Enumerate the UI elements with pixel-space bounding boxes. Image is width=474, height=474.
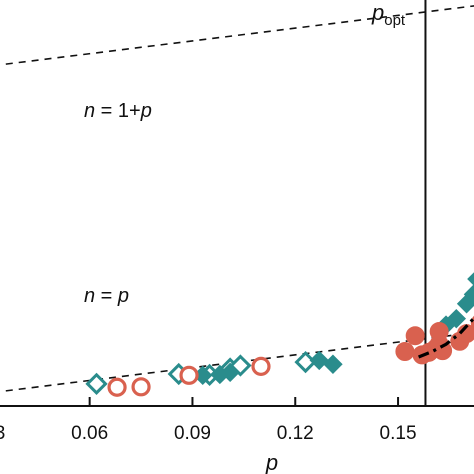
p-opt-label: popt [371, 0, 406, 29]
point-open-diamond-0 [85, 372, 108, 395]
point-filled-diamond-2 [220, 362, 240, 383]
point-filled-diamond-3 [309, 350, 329, 371]
x-tick-label-0: 0.03 [0, 423, 5, 444]
point-filled-circle-0 [395, 341, 415, 361]
x-tick-label-1: 0.06 [71, 423, 108, 444]
reference-line-label-n-p: n = p [84, 285, 129, 307]
point-filled-diamond-8 [463, 284, 474, 305]
point-filled-circle-7 [429, 321, 449, 341]
x-axis-label: p [265, 450, 278, 474]
point-open-circle-3 [251, 356, 271, 376]
reference-line-label-n-1p: n = 1+p [84, 100, 152, 122]
x-tick-label-3: 0.12 [277, 423, 314, 444]
x-tick-label-2: 0.09 [174, 423, 211, 444]
point-filled-diamond-12 [467, 272, 474, 286]
reference-line-1 [0, 5, 474, 66]
point-filled-diamond-6 [446, 308, 467, 329]
point-filled-circle-1 [405, 326, 425, 346]
point-filled-diamond-9 [470, 285, 474, 293]
x-tick-label-4: 0.15 [380, 423, 417, 444]
point-open-circle-1 [131, 377, 151, 397]
point-filled-diamond-4 [323, 354, 343, 374]
point-open-circle-2 [179, 365, 199, 385]
point-open-circle-0 [107, 377, 127, 397]
plot-frame [0, 405, 474, 407]
